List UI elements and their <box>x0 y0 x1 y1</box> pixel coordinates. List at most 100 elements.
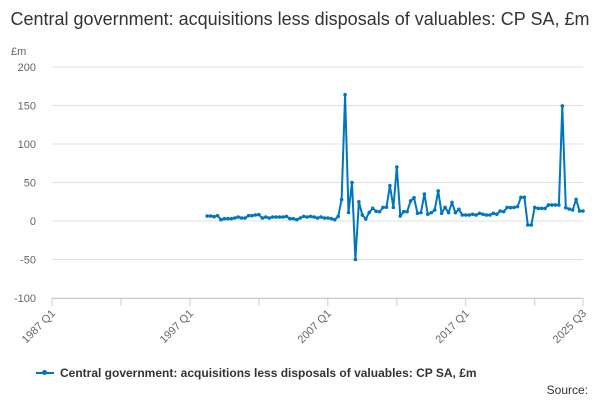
data-point <box>326 216 330 220</box>
data-point <box>443 205 447 210</box>
y-tick-label: 50 <box>24 178 36 190</box>
data-point <box>281 215 285 219</box>
data-point <box>463 213 468 217</box>
data-point <box>450 200 454 205</box>
y-tick-label: 150 <box>18 101 36 113</box>
data-point <box>222 216 227 221</box>
data-point <box>353 257 358 262</box>
legend-swatch <box>36 370 54 375</box>
data-point <box>232 216 237 220</box>
data-point <box>508 205 513 210</box>
y-tick-label: 200 <box>18 62 36 74</box>
data-point <box>419 210 423 215</box>
data-point <box>367 210 372 215</box>
data-point <box>350 180 354 185</box>
data-point <box>543 206 547 211</box>
data-point <box>374 209 378 214</box>
data-point <box>332 217 337 222</box>
data-point <box>319 215 323 219</box>
source-label: Source: <box>546 383 588 397</box>
data-point <box>298 216 303 220</box>
data-point <box>229 216 234 221</box>
data-point <box>401 209 406 214</box>
data-point <box>432 208 437 212</box>
data-point <box>305 215 309 219</box>
y-tick-label: -50 <box>20 255 36 267</box>
data-point <box>208 214 213 218</box>
data-point <box>457 207 461 212</box>
data-point <box>536 206 540 211</box>
data-point <box>236 215 240 219</box>
data-point <box>491 211 496 216</box>
data-point <box>219 217 223 222</box>
data-point <box>494 212 499 217</box>
data-point <box>339 197 344 202</box>
data-point <box>381 205 385 210</box>
data-point <box>267 216 272 220</box>
data-point <box>212 214 216 219</box>
data-point <box>239 216 244 220</box>
data-point <box>550 203 554 207</box>
data-point <box>512 205 516 210</box>
data-point <box>539 206 544 211</box>
data-point <box>295 217 299 222</box>
data-point <box>553 203 558 207</box>
data-point <box>329 216 334 221</box>
data-point <box>574 197 578 202</box>
legend-label: Central government: acquisitions less di… <box>60 366 477 380</box>
x-tick-label: 2007 Q1 <box>296 308 334 346</box>
data-point <box>370 206 375 211</box>
data-point <box>312 215 316 219</box>
legend[interactable]: Central government: acquisitions less di… <box>36 366 477 380</box>
data-point <box>257 212 261 217</box>
data-point <box>581 209 585 213</box>
data-point <box>484 213 489 217</box>
data-point <box>291 216 296 221</box>
data-point <box>560 104 565 108</box>
data-point <box>453 210 458 215</box>
data-point <box>429 210 434 215</box>
chart-title: Central government: acquisitions less di… <box>10 9 590 29</box>
data-point <box>288 216 292 221</box>
data-point <box>439 211 444 216</box>
data-point <box>474 213 478 217</box>
data-point <box>277 215 282 219</box>
data-point <box>205 214 209 218</box>
data-point <box>284 214 289 219</box>
data-point <box>519 195 523 200</box>
data-point <box>422 192 427 196</box>
data-point <box>546 203 551 207</box>
x-tick-label: 2025 Q3 <box>551 308 589 346</box>
x-tick-label: 1987 Q1 <box>20 308 58 346</box>
data-point <box>498 209 503 213</box>
y-tick-label: -100 <box>14 293 36 305</box>
series-line <box>207 93 583 261</box>
data-point <box>481 212 485 217</box>
data-point <box>532 205 537 210</box>
data-point <box>363 217 368 221</box>
data-point <box>426 212 430 217</box>
data-point <box>215 213 220 218</box>
data-point <box>263 215 268 219</box>
data-point <box>243 216 247 220</box>
data-point <box>398 214 403 218</box>
data-point <box>346 210 351 215</box>
data-point <box>315 216 320 220</box>
data-point <box>405 209 409 214</box>
data-point <box>377 209 382 214</box>
data-point <box>322 216 327 220</box>
data-point <box>395 165 399 169</box>
data-point <box>388 183 392 188</box>
data-point <box>384 205 389 210</box>
data-point <box>488 213 492 217</box>
data-point <box>253 213 258 217</box>
data-point <box>436 189 440 193</box>
data-point <box>260 216 265 220</box>
data-point <box>467 213 472 217</box>
data-point <box>446 210 451 215</box>
data-point <box>415 211 420 216</box>
data-point <box>522 195 527 200</box>
y-tick-label: 100 <box>18 139 36 151</box>
data-point <box>336 214 340 219</box>
